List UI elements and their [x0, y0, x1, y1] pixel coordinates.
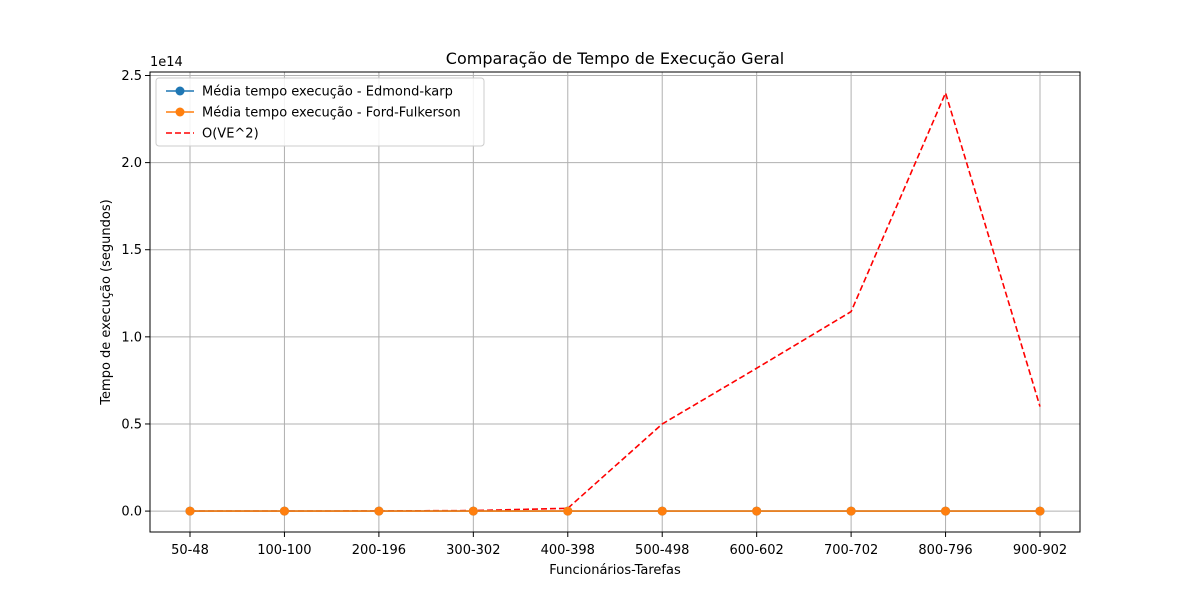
- x-tick-label: 300-302: [446, 543, 500, 558]
- x-tick-label: 700-702: [824, 543, 878, 558]
- plot-area: [150, 72, 1080, 532]
- x-tick-label: 800-796: [918, 543, 972, 558]
- legend-label-1: Média tempo execução - Ford-Fulkerson: [202, 106, 461, 121]
- x-tick-label: 400-398: [541, 543, 595, 558]
- x-tick-label: 500-498: [635, 543, 689, 558]
- series-1-point: [374, 506, 384, 516]
- series-1-point: [657, 506, 667, 516]
- y-tick-label: 2.0: [121, 156, 142, 171]
- series-1-point: [941, 506, 951, 516]
- series-1-point: [846, 506, 856, 516]
- series-1-point: [185, 506, 195, 516]
- x-tick-label: 600-602: [730, 543, 784, 558]
- series-1-point: [468, 506, 478, 516]
- y-tick-label: 1.0: [121, 330, 142, 345]
- series-line-2: [190, 90, 1041, 512]
- legend-box: [155, 77, 485, 147]
- series-layer: [185, 90, 1045, 516]
- y-tick-label: 0.5: [121, 417, 142, 432]
- x-tick-label: 900-902: [1013, 543, 1067, 558]
- legend: Média tempo execução - Edmond-karp Média …: [155, 77, 485, 147]
- legend-label-2: O(VE^2): [202, 127, 259, 142]
- x-tick-label: 100-100: [257, 543, 311, 558]
- series-1-point: [563, 506, 573, 516]
- y-tick-label: 0.0: [121, 505, 142, 520]
- series-1-point: [279, 506, 289, 516]
- legend-marker-0: [175, 86, 185, 96]
- x-tick-label: 200-196: [352, 543, 406, 558]
- series-1-point: [752, 506, 762, 516]
- y-axis: 0.0 0.5 1.0 1.5 2.0 2.5: [121, 69, 150, 520]
- legend-label-0: Média tempo execução - Edmond-karp: [202, 85, 453, 100]
- legend-marker-1: [175, 107, 185, 117]
- series-1-point: [1035, 506, 1045, 516]
- y-axis-label: Tempo de execução (segundos): [99, 199, 114, 405]
- chart-title: Comparação de Tempo de Execução Geral: [446, 49, 784, 68]
- y-tick-label: 1.5: [121, 243, 142, 258]
- x-axis: 50-48 100-100 200-196 300-302 400-398 500-498…: [171, 532, 1067, 558]
- y-tick-label: 2.5: [121, 69, 142, 84]
- plot-frame: [149, 71, 1081, 533]
- x-axis-label: Funcionários-Tarefas: [549, 563, 681, 578]
- y-axis-offset-label: 1e14: [150, 55, 183, 70]
- x-tick-label: 50-48: [171, 543, 209, 558]
